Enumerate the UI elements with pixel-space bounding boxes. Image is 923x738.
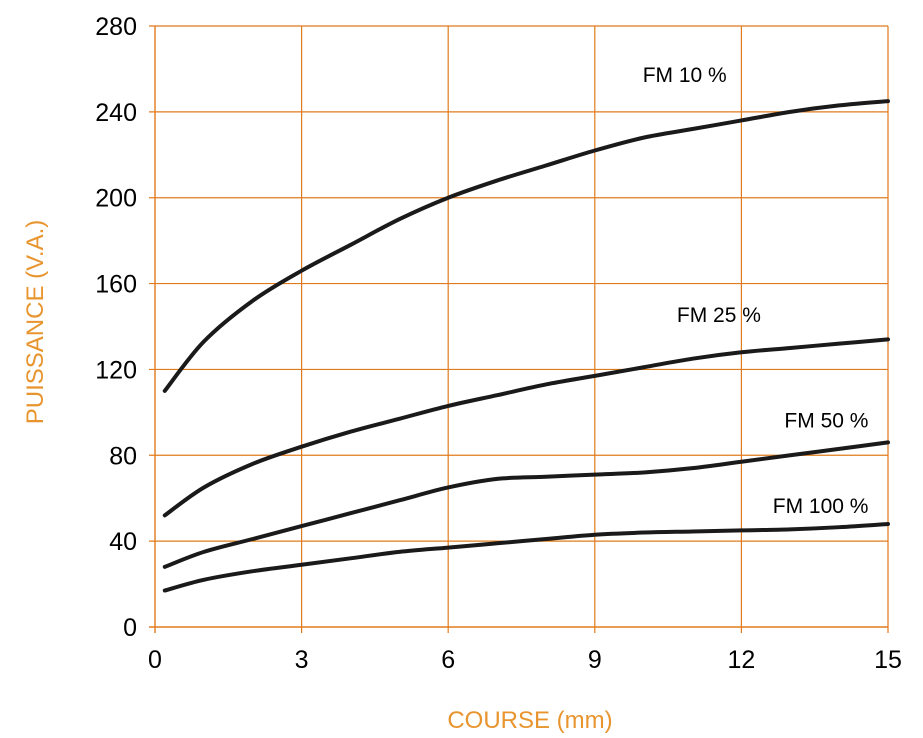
x-tick-label: 12	[727, 646, 755, 674]
x-tick-label: 3	[295, 646, 309, 674]
series-line-fm-25	[162, 337, 890, 518]
series-line-fm-10	[162, 99, 890, 393]
x-tick-label: 15	[874, 646, 902, 674]
tick-labels: 0 3 6 9 12 15 0 40 80 120 160 200 240 280	[95, 13, 902, 674]
series-label-fm-10: FM 10 %	[643, 64, 727, 87]
y-axis-title: PUISSANCE (V.A.)	[22, 220, 49, 425]
series-label-fm-25: FM 25 %	[677, 304, 761, 327]
y-tick-label: 160	[95, 271, 137, 299]
y-tick-label: 120	[95, 356, 137, 384]
series-lines	[162, 99, 890, 593]
x-tick-label: 9	[588, 646, 602, 674]
series-line-fm-50	[162, 440, 890, 569]
series-label-fm-50: FM 50 %	[784, 409, 868, 432]
series-line-fm-100	[162, 521, 890, 593]
y-tick-label: 40	[109, 528, 137, 556]
x-axis-title: COURSE (mm)	[447, 707, 612, 734]
series-labels: FM 10 % FM 25 % FM 50 % FM 100 %	[643, 64, 869, 518]
y-tick-label: 80	[109, 442, 137, 470]
y-tick-label: 280	[95, 13, 137, 41]
grid	[149, 25, 889, 633]
y-tick-label: 200	[95, 185, 137, 213]
series-label-fm-100: FM 100 %	[773, 495, 869, 518]
x-tick-label: 0	[148, 646, 162, 674]
x-tick-label: 6	[441, 646, 455, 674]
y-tick-label: 240	[95, 99, 137, 127]
y-tick-label: 0	[123, 614, 137, 642]
